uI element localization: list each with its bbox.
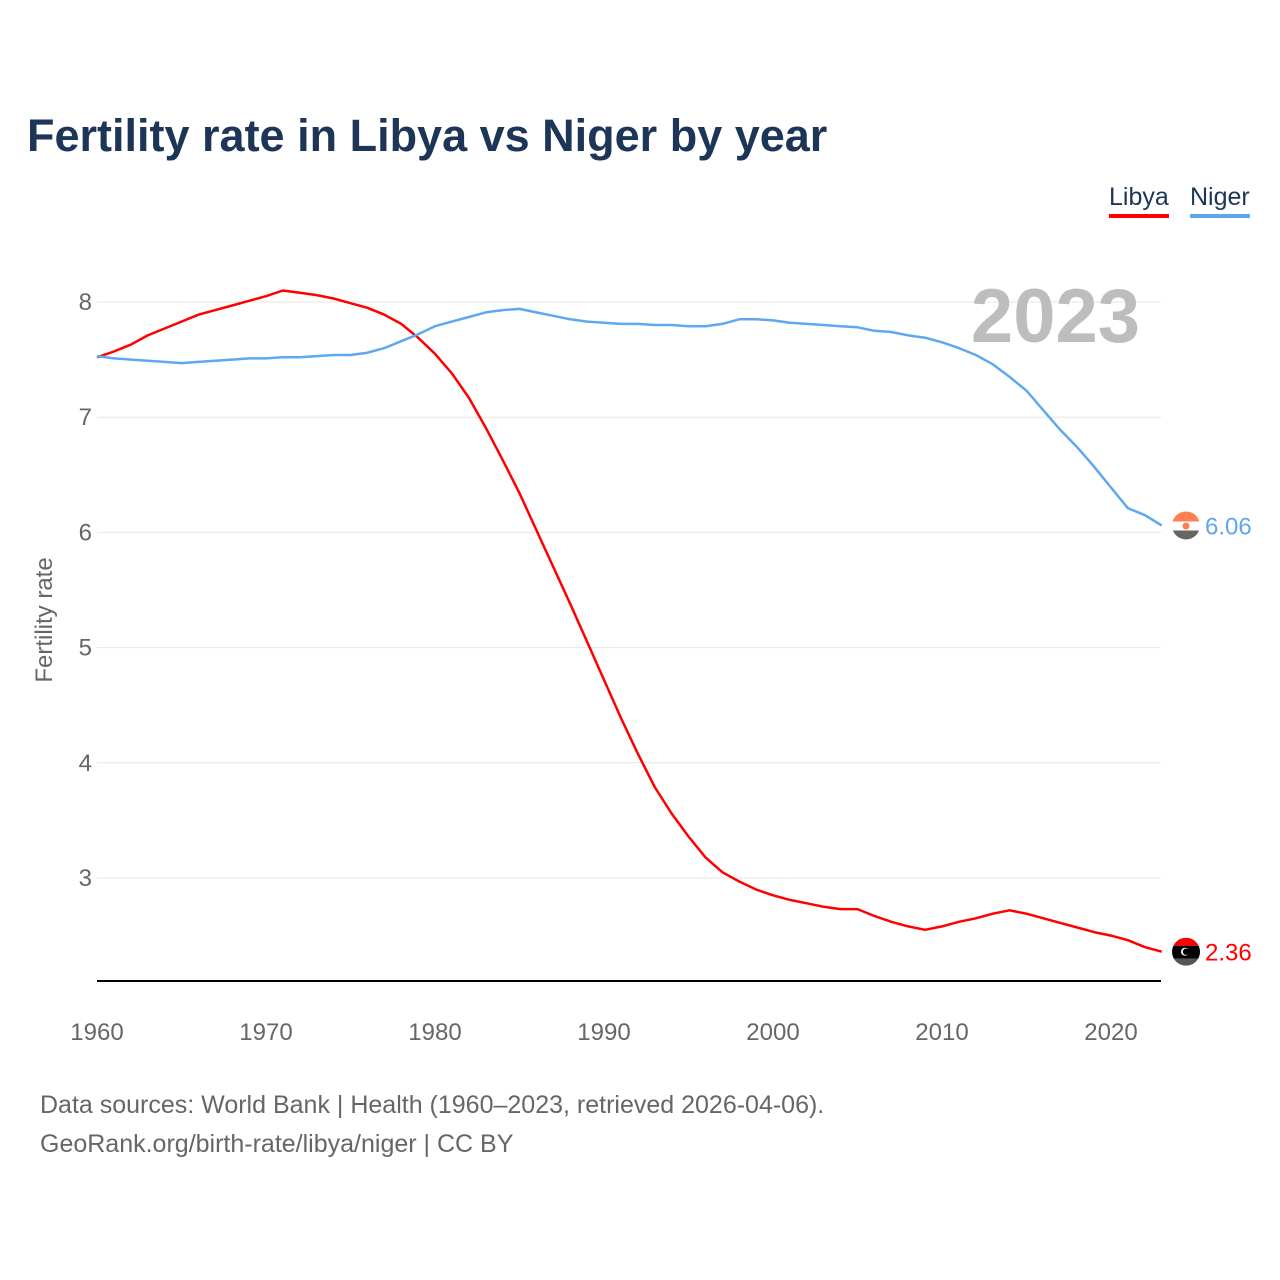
y-tick-label: 6 [79, 519, 92, 546]
chart-title: Fertility rate in Libya vs Niger by year [27, 110, 828, 161]
legend-item-niger[interactable]: Niger [1190, 183, 1250, 218]
y-tick-label: 4 [79, 750, 92, 777]
x-tick-label: 1960 [70, 1019, 123, 1046]
legend-item-libya[interactable]: Libya [1109, 183, 1169, 218]
series-line-niger [96, 307, 1163, 527]
y-tick-label: 3 [79, 865, 92, 892]
x-tick-label: 1980 [408, 1019, 461, 1046]
end-value-label-libya: 2.36 [1205, 940, 1252, 967]
y-tick-label: 7 [79, 404, 92, 431]
source-line-1: Data sources: World Bank | Health (1960–… [40, 1091, 825, 1119]
niger-flag-icon [1172, 511, 1200, 540]
y-tick-label: 5 [79, 635, 92, 662]
x-tick-label: 1970 [239, 1019, 292, 1046]
x-tick-label: 2000 [746, 1019, 799, 1046]
x-tick-label: 1990 [577, 1019, 630, 1046]
y-axis-label: Fertility rate [31, 557, 58, 682]
libya-flag-icon [1172, 937, 1200, 966]
x-tick-label: 2010 [915, 1019, 968, 1046]
year-watermark: 2023 [971, 274, 1140, 359]
x-tick-label: 2020 [1084, 1019, 1137, 1046]
y-tick-label: 8 [79, 289, 92, 316]
end-value-label-niger: 6.06 [1205, 513, 1252, 540]
source-line-2[interactable]: GeoRank.org/birth-rate/libya/niger | CC … [40, 1130, 514, 1158]
source-note: Data sources: World Bank | Health (1960–… [40, 1086, 824, 1164]
series-line-libya [96, 289, 1163, 953]
